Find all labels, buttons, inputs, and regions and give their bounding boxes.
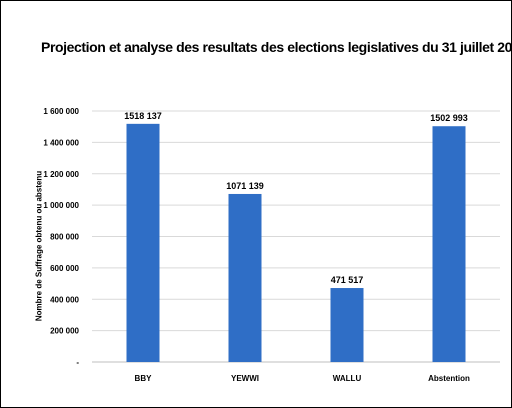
y-tick-label: 600 000 bbox=[50, 264, 79, 273]
x-tick-label: Abstention bbox=[428, 374, 470, 383]
y-tick-label: 800 000 bbox=[50, 233, 79, 242]
gridlines bbox=[92, 110, 500, 363]
y-tick-label: 1 000 000 bbox=[43, 201, 79, 210]
bar bbox=[126, 123, 160, 362]
y-tick-label: 200 000 bbox=[50, 327, 79, 336]
y-tick-label: 1 200 000 bbox=[43, 170, 79, 179]
data-labels: 1518 137 1071 139 471 517 1502 993 bbox=[124, 111, 468, 285]
data-label: 1518 137 bbox=[124, 111, 162, 121]
x-tick-label: BBY bbox=[135, 374, 153, 383]
bar bbox=[330, 288, 364, 362]
y-tick-labels: - 200 000 400 000 600 000 800 000 1 000 000 1 … bbox=[43, 107, 79, 367]
y-tick-label: 400 000 bbox=[50, 295, 79, 304]
x-tick-labels: BBY YEWWI WALLU Abstention bbox=[135, 374, 470, 383]
x-tick-label: WALLU bbox=[333, 374, 362, 383]
data-label: 1502 993 bbox=[430, 113, 468, 123]
bar bbox=[228, 193, 262, 362]
y-tick-label: - bbox=[76, 358, 79, 367]
y-tick-label: 1 400 000 bbox=[43, 138, 79, 147]
bars bbox=[126, 123, 466, 362]
bar bbox=[432, 126, 466, 362]
chart-title: Projection et analyse des resultats des … bbox=[41, 39, 512, 55]
y-tick-label: 1 600 000 bbox=[43, 107, 79, 116]
data-label: 471 517 bbox=[331, 275, 364, 285]
x-tick-label: YEWWI bbox=[231, 374, 259, 383]
data-label: 1071 139 bbox=[226, 181, 264, 191]
